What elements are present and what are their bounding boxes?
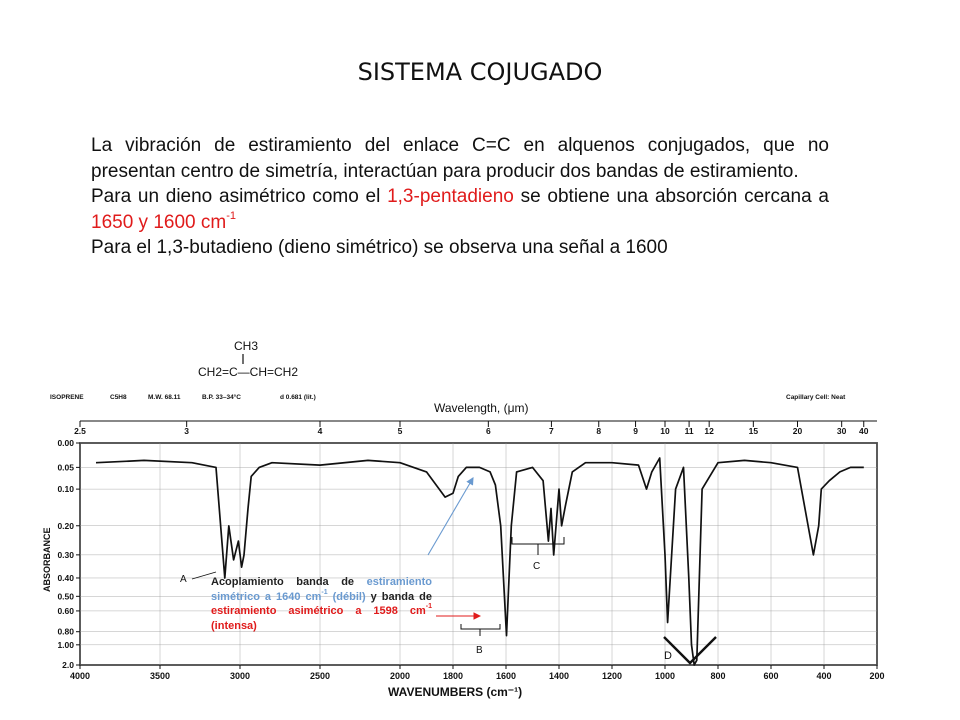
wavelength-tick-label: 7: [549, 426, 554, 436]
header-density: d 0.681 (lit.): [280, 394, 316, 401]
y-tick-label: 0.00: [57, 438, 74, 448]
caption-sup-2: -1: [425, 603, 432, 611]
wavelength-tick-label: 8: [596, 426, 601, 436]
peak-a-label: A: [180, 574, 187, 585]
x-tick-label: 400: [816, 671, 831, 681]
caption-symmetric: estiramiento simétrico a 1640 cm-1 (débi…: [211, 576, 432, 603]
paragraph-2-text-a: Para un dieno asimétrico como el: [91, 186, 388, 207]
caption-symmetric-text: estiramiento simétrico a 1640 cm: [211, 576, 432, 603]
spectrum-trace: [95, 457, 864, 666]
x-tick-label: 4000: [70, 671, 90, 681]
caption-intense: (intensa): [211, 619, 257, 632]
x-axis-ticks: 4000 3500 3000 2500 2000 1800 1600 1400 1200 1000…: [70, 665, 885, 681]
caption-text-2: y banda de: [365, 590, 432, 603]
y-tick-label: 0.20: [57, 521, 74, 531]
paragraph-2-text-b: se obtiene una absorción cercana a: [513, 186, 829, 207]
x-tick-label: 3500: [150, 671, 170, 681]
x-tick-label: 1400: [549, 671, 569, 681]
structure-chain: CH2=C—CH=CH2: [198, 365, 298, 379]
wavelength-tick-label: 11: [685, 426, 694, 436]
arrow-symmetric-band: [427, 477, 474, 556]
header-name: ISOPRENE: [50, 394, 84, 401]
header-formula: C5H8: [110, 394, 127, 401]
x-tick-label: 200: [869, 671, 884, 681]
x-tick-label: 2500: [310, 671, 330, 681]
y-tick-label: 0.80: [57, 627, 74, 637]
wavelength-tick-label: 10: [660, 426, 670, 436]
y-tick-label: 0.30: [57, 550, 74, 560]
wavelength-tick-label: 5: [398, 426, 403, 436]
absorbance-label: ABSORBANCE: [42, 527, 52, 592]
frequency-highlight: 1650 y 1600 cm-1: [91, 210, 236, 233]
caption-sup-1: -1: [321, 588, 328, 596]
peak-c-label: C: [533, 561, 540, 572]
y-tick-label: 2.0: [62, 660, 74, 670]
peak-a-line: [191, 571, 217, 580]
grid: [79, 442, 878, 666]
y-axis-ticks: 0.00 0.05 0.10 0.20 0.30 0.40 0.50 0.60 0.80 1.00…: [57, 438, 80, 670]
peak-b-bracket: [460, 624, 501, 630]
y-tick-label: 0.50: [57, 591, 74, 601]
header-cell: Capillary Cell: Neat: [786, 394, 846, 401]
peak-d-label: D: [664, 650, 672, 662]
y-tick-label: 0.40: [57, 573, 74, 583]
y-tick-label: 0.05: [57, 462, 74, 472]
wavelength-tick-label: 6: [486, 426, 491, 436]
wavelength-tick-label: 3: [184, 426, 189, 436]
y-tick-label: 0.60: [57, 606, 74, 616]
peak-b-label: B: [476, 645, 483, 656]
ir-spectrum: CH3 CH2=C—CH=CH2 ISOPRENE C5H8 M.W. 68.1…: [42, 339, 885, 699]
x-tick-label: 2000: [390, 671, 410, 681]
wavenumbers-label: WAVENUMBERS (cm⁻¹): [388, 685, 522, 699]
wavelength-tick-label: 30: [837, 426, 847, 436]
x-tick-label: 1200: [602, 671, 622, 681]
x-tick-label: 800: [710, 671, 725, 681]
caption-text-1: Acoplamiento banda de: [211, 576, 367, 588]
y-tick-label: 1.00: [57, 640, 74, 650]
wavelength-tick-label: 2.5: [74, 426, 86, 436]
y-tick-label: 0.10: [57, 484, 74, 494]
header-mw: M.W. 68.11: [148, 394, 181, 401]
wavelength-label: Wavelength, (μm): [434, 401, 529, 415]
wavelength-tick-label: 15: [749, 426, 759, 436]
header-bp: B.P. 33–34°C: [202, 393, 241, 401]
body-text: La vibración de estiramiento del enlace …: [91, 133, 829, 261]
peak-d-marker: [663, 636, 717, 665]
paragraph-3: Para el 1,3-butadieno (dieno simétrico) …: [91, 237, 668, 258]
compound-highlight: 1,3-pentadieno: [387, 186, 514, 207]
x-tick-label: 1800: [443, 671, 463, 681]
annotation-caption: Acoplamiento banda de estiramiento simét…: [211, 575, 432, 633]
paragraph-2: Para un dieno asimétrico como el 1,3-pen…: [91, 184, 829, 235]
peak-c-bracket: [511, 537, 565, 545]
x-tick-label: 1600: [496, 671, 516, 681]
frequency-exponent: -1: [226, 210, 236, 223]
wavelength-tick-label: 40: [859, 426, 869, 436]
caption-asymmetric-text: estiramiento asimétrico a 1598 cm: [211, 605, 426, 617]
x-tick-label: 1000: [655, 671, 675, 681]
wavelength-tick-label: 9: [633, 426, 638, 436]
slide-title: SISTEMA COJUGADO: [357, 58, 603, 86]
x-tick-label: 3000: [230, 671, 250, 681]
wavelength-tick-label: 20: [793, 426, 803, 436]
frequency-value: 1650 y 1600 cm: [91, 211, 227, 233]
wavelength-tick-label: 12: [704, 426, 714, 436]
x-tick-label: 600: [763, 671, 778, 681]
wavelength-scale: 2.5 3 4 5 6 7 8 9 10 11 12 15 20 30 40: [74, 420, 877, 436]
caption-asymmetric: estiramiento asimétrico a 1598 cm-1 (int…: [211, 603, 432, 632]
wavelength-tick-label: 4: [318, 426, 323, 436]
paragraph-1: La vibración de estiramiento del enlace …: [91, 135, 829, 182]
caption-weak: (débil): [327, 590, 366, 603]
structure-ch3: CH3: [234, 339, 258, 353]
